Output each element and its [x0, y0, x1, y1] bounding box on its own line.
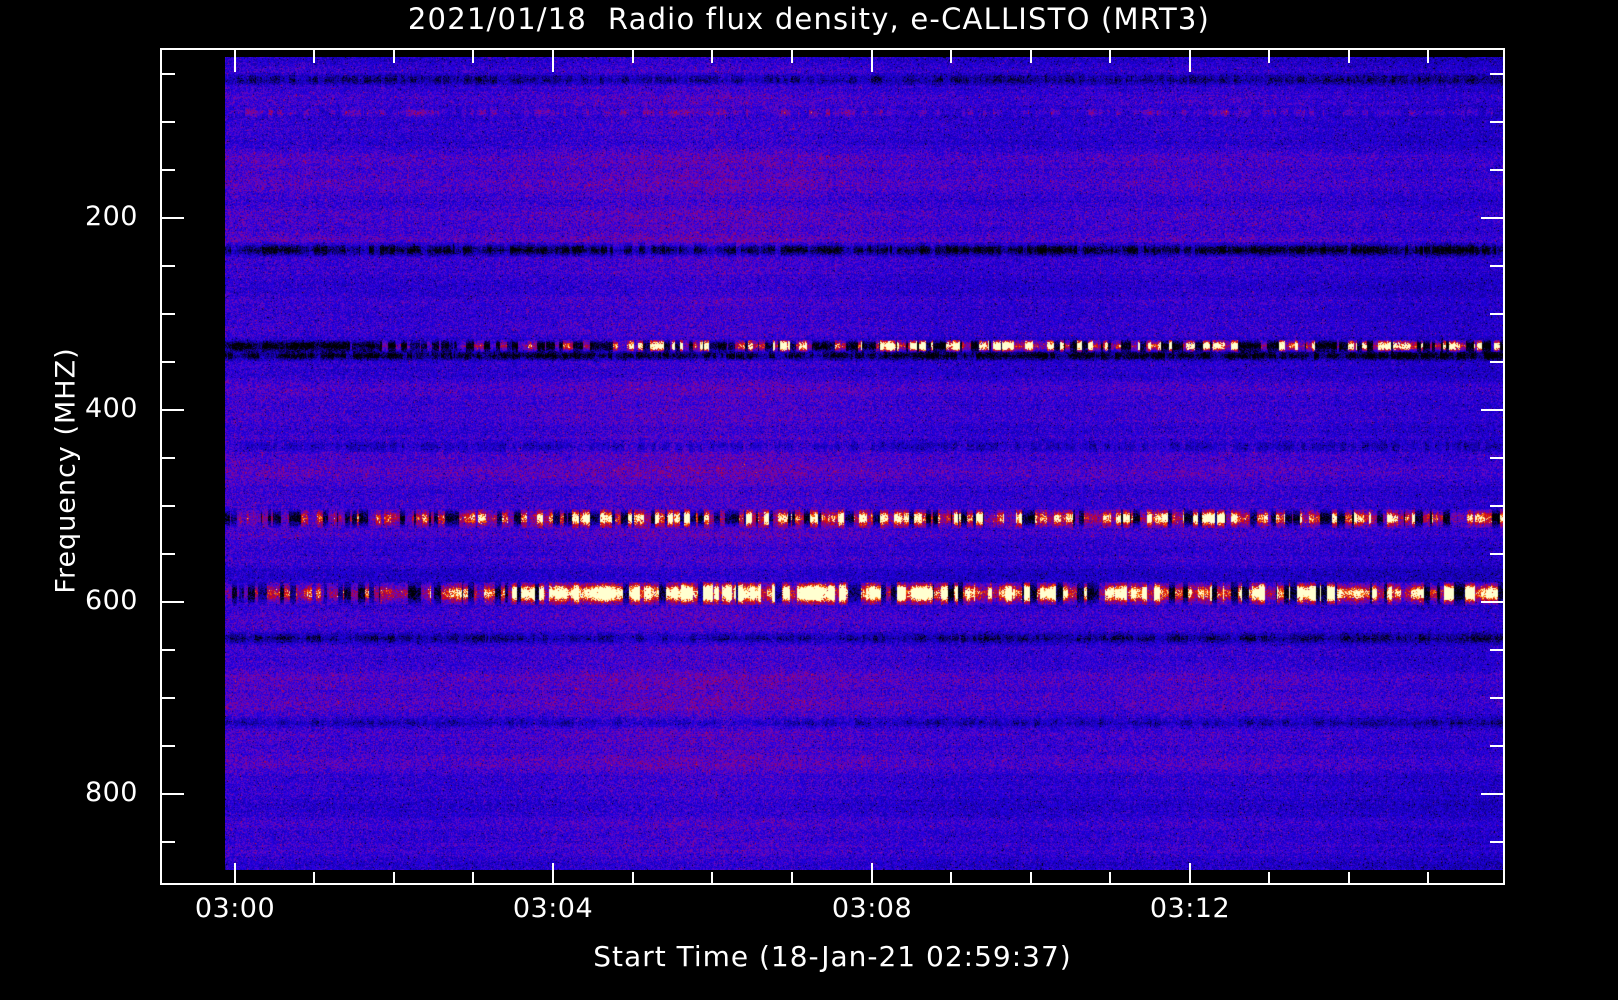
y-tick-label: 600	[84, 585, 138, 616]
y-tick-right	[1490, 841, 1503, 843]
x-tick-top	[393, 50, 395, 63]
y-tick	[162, 121, 175, 123]
spectrogram-image	[225, 57, 1503, 870]
x-tick-top	[1268, 50, 1270, 63]
x-tick	[950, 872, 952, 885]
y-tick-right	[1490, 553, 1503, 555]
y-tick-right	[1490, 121, 1503, 123]
y-tick	[162, 697, 175, 699]
y-tick	[162, 313, 175, 315]
y-tick-right	[1490, 697, 1503, 699]
y-tick	[162, 73, 175, 75]
y-tick	[162, 649, 175, 651]
x-tick-label: 03:08	[831, 893, 913, 924]
x-tick-top	[1348, 50, 1350, 63]
x-tick-top	[1030, 50, 1032, 63]
x-tick	[552, 863, 554, 885]
x-tick-top	[871, 50, 873, 72]
x-tick-label: 03:04	[512, 893, 594, 924]
y-tick	[162, 601, 184, 603]
y-tick	[162, 361, 175, 363]
x-tick-top	[472, 50, 474, 63]
x-tick	[1348, 872, 1350, 885]
x-tick	[711, 872, 713, 885]
x-axis-title: Start Time (18-Jan-21 02:59:37)	[593, 940, 1072, 973]
y-tick	[162, 553, 175, 555]
y-tick-right	[1481, 409, 1503, 411]
x-tick-top	[1189, 50, 1191, 72]
y-tick	[162, 841, 175, 843]
y-tick	[162, 409, 184, 411]
x-tick-label: 03:00	[194, 893, 276, 924]
x-tick-top	[1109, 50, 1111, 63]
y-tick-right	[1481, 601, 1503, 603]
y-tick	[162, 265, 175, 267]
y-tick	[162, 457, 175, 459]
y-tick-right	[1490, 313, 1503, 315]
y-tick-right	[1490, 457, 1503, 459]
y-axis-title: Frequency (MHZ)	[50, 347, 82, 594]
y-tick	[162, 169, 175, 171]
y-tick	[162, 505, 175, 507]
x-tick	[1189, 863, 1191, 885]
x-tick	[791, 872, 793, 885]
y-tick-right	[1481, 793, 1503, 795]
x-tick	[234, 863, 236, 885]
x-tick	[313, 872, 315, 885]
y-tick	[162, 793, 184, 795]
x-tick-top	[791, 50, 793, 63]
y-tick	[162, 217, 184, 219]
y-tick	[162, 745, 175, 747]
x-tick-top	[234, 50, 236, 72]
y-tick-right	[1490, 265, 1503, 267]
y-tick-right	[1481, 217, 1503, 219]
y-tick-label: 400	[84, 393, 138, 424]
x-tick-top	[1427, 50, 1429, 63]
y-tick-right	[1490, 73, 1503, 75]
y-tick-right	[1490, 505, 1503, 507]
y-tick-right	[1490, 649, 1503, 651]
x-tick	[393, 872, 395, 885]
y-tick-label: 800	[84, 777, 138, 808]
x-tick	[632, 872, 634, 885]
x-tick-label: 03:12	[1149, 893, 1231, 924]
x-tick	[1030, 872, 1032, 885]
y-tick-right	[1490, 169, 1503, 171]
x-tick	[1268, 872, 1270, 885]
x-tick-top	[711, 50, 713, 63]
x-tick	[472, 872, 474, 885]
x-tick-top	[632, 50, 634, 63]
x-tick-top	[313, 50, 315, 63]
x-tick-top	[552, 50, 554, 72]
x-tick	[871, 863, 873, 885]
y-tick-right	[1490, 745, 1503, 747]
x-tick-top	[950, 50, 952, 63]
y-tick-label: 200	[84, 201, 138, 232]
page-title: 2021/01/18 Radio flux density, e-CALLIST…	[407, 2, 1211, 36]
y-tick-right	[1490, 361, 1503, 363]
x-tick	[1427, 872, 1429, 885]
x-tick	[1109, 872, 1111, 885]
